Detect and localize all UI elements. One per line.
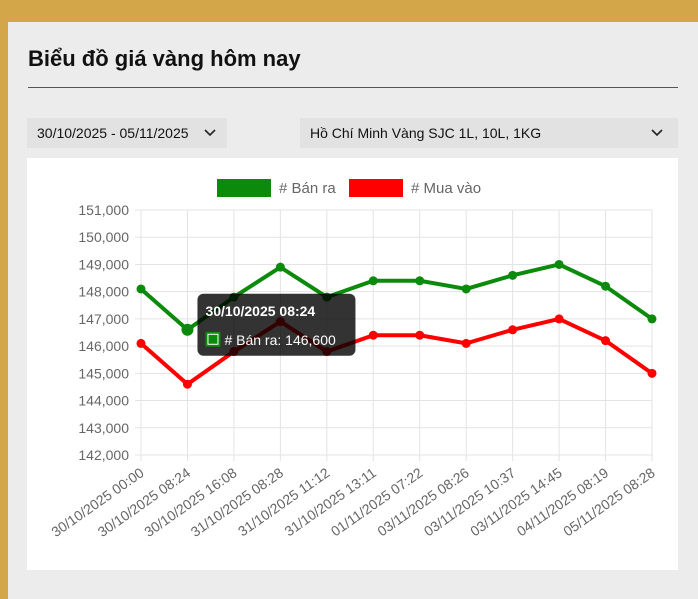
- chart-card: 151,000 150,000 149,000 148,000 147,000 146,0…: [27, 158, 678, 570]
- y-tick-label: 143,000: [78, 420, 129, 436]
- y-tick-label: 148,000: [78, 284, 129, 300]
- data-point[interactable]: [508, 325, 518, 335]
- legend-label: # Bán ra: [279, 180, 336, 197]
- tooltip-box: [197, 293, 356, 356]
- data-point[interactable]: [647, 314, 657, 324]
- data-point[interactable]: [136, 284, 146, 294]
- chevron-down-icon: [651, 129, 663, 137]
- tooltip-label: # Bán ra: 146,600: [224, 332, 336, 348]
- chevron-down-icon: [204, 129, 216, 137]
- legend-item[interactable]: # Bán ra: [217, 179, 336, 197]
- series-line: [139, 316, 654, 387]
- data-point[interactable]: [275, 262, 285, 272]
- y-tick-label: 145,000: [78, 365, 129, 381]
- chart-tooltip: 30/10/2025 08:24 # Bán ra: 146,600: [197, 293, 356, 356]
- data-point[interactable]: [647, 368, 657, 378]
- location-product-select[interactable]: Hồ Chí Minh Vàng SJC 1L, 10L, 1KG: [300, 118, 678, 148]
- location-product-value: Hồ Chí Minh Vàng SJC 1L, 10L, 1KG: [310, 125, 542, 141]
- data-point[interactable]: [368, 330, 378, 340]
- data-point[interactable]: [601, 281, 611, 291]
- data-point[interactable]: [554, 314, 564, 324]
- tooltip-swatch-fill: [208, 334, 218, 344]
- y-tick-label: 144,000: [78, 393, 129, 409]
- legend-swatch: [349, 179, 403, 197]
- y-tick-label: 149,000: [78, 256, 129, 272]
- chart-axes: 151,000 150,000 149,000 148,000 147,000 146,0…: [48, 202, 658, 540]
- legend-label: # Mua vào: [411, 180, 481, 197]
- data-point[interactable]: [368, 276, 378, 286]
- legend-item[interactable]: # Mua vào: [349, 179, 481, 197]
- title-divider: [28, 87, 678, 88]
- data-point[interactable]: [415, 330, 425, 340]
- date-range-value: 30/10/2025 - 05/11/2025: [37, 125, 189, 141]
- data-point[interactable]: [554, 259, 564, 269]
- page-title: Biểu đồ giá vàng hôm nay: [28, 46, 301, 71]
- date-range-select[interactable]: 30/10/2025 - 05/11/2025: [27, 118, 227, 148]
- data-point[interactable]: [601, 336, 611, 346]
- data-point[interactable]: [461, 338, 471, 348]
- data-point[interactable]: [181, 323, 194, 336]
- y-tick-label: 151,000: [78, 202, 129, 218]
- data-point[interactable]: [508, 270, 518, 280]
- data-point[interactable]: [415, 276, 425, 286]
- data-point[interactable]: [182, 379, 192, 389]
- y-tick-label: 147,000: [78, 311, 129, 327]
- y-tick-label: 146,000: [78, 338, 129, 354]
- legend-swatch: [217, 179, 271, 197]
- chart-legend: # Bán ra # Mua vào: [217, 179, 481, 197]
- gold-price-panel: Biểu đồ giá vàng hôm nay 30/10/2025 - 05…: [8, 22, 698, 599]
- price-line-chart[interactable]: 151,000 150,000 149,000 148,000 147,000 146,0…: [27, 158, 678, 570]
- data-point[interactable]: [136, 338, 146, 348]
- y-tick-label: 142,000: [78, 447, 129, 463]
- y-tick-label: 150,000: [78, 229, 129, 245]
- data-point[interactable]: [461, 284, 471, 294]
- tooltip-title: 30/10/2025 08:24: [205, 303, 315, 319]
